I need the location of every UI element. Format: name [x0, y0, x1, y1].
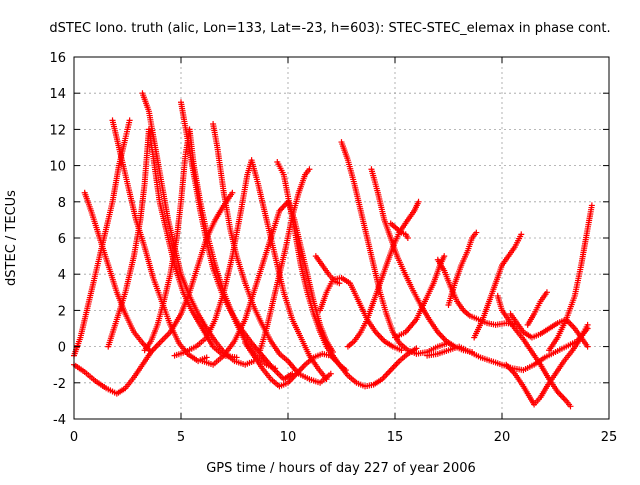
- data-point: [584, 343, 591, 350]
- data-point: [584, 321, 591, 328]
- series-sat-u: [392, 253, 448, 341]
- x-axis-label: GPS time / hours of day 227 of year 2006: [206, 461, 476, 476]
- y-tick-label: 12: [49, 123, 66, 138]
- data-point: [473, 229, 480, 236]
- data-point: [323, 376, 330, 383]
- data-point: [413, 345, 420, 352]
- series-sat-d: [109, 117, 210, 365]
- x-tick-label: 5: [177, 430, 185, 445]
- series-sat-ad: [546, 202, 595, 354]
- y-tick-label: 6: [58, 232, 66, 247]
- data-point: [543, 289, 550, 296]
- series-sat-w: [445, 229, 480, 308]
- series-sat-m: [242, 339, 420, 390]
- data-point: [588, 202, 595, 209]
- y-axis-label: dSTEC / TECUs: [4, 190, 19, 286]
- data-point: [306, 166, 313, 173]
- data-point: [398, 347, 405, 354]
- x-tick-label: 15: [387, 430, 404, 445]
- y-tick-label: 4: [58, 268, 66, 283]
- series-sat-q: [338, 139, 452, 357]
- data-point: [203, 354, 210, 361]
- series-sat-e: [105, 126, 240, 361]
- y-tick-label: 0: [58, 341, 66, 356]
- y-tick-label: 2: [58, 304, 66, 319]
- series-sat-o: [312, 253, 343, 287]
- y-tick-label: -2: [53, 377, 66, 392]
- series-sat-ab: [507, 311, 591, 350]
- series-sat-p: [317, 274, 405, 354]
- data-point: [415, 198, 422, 205]
- x-tick-label: 0: [70, 430, 78, 445]
- x-tick-label: 10: [280, 430, 297, 445]
- series-sat-n: [274, 158, 349, 374]
- data-point: [441, 253, 448, 260]
- data-point: [229, 189, 236, 196]
- y-tick-label: 14: [49, 87, 66, 102]
- y-tick-label: 16: [49, 51, 66, 66]
- x-tick-label: 25: [601, 430, 618, 445]
- y-tick-label: 8: [58, 196, 66, 211]
- data-point: [567, 403, 574, 410]
- series-sat-aa: [503, 321, 591, 408]
- series-sat-y: [471, 231, 525, 341]
- series-sat-ac: [524, 289, 550, 328]
- y-tick-label: 10: [49, 160, 66, 175]
- data-point: [342, 367, 349, 374]
- y-tick-label: -4: [53, 413, 66, 428]
- x-tick-label: 20: [494, 430, 511, 445]
- data-point: [327, 370, 334, 377]
- data-point: [404, 235, 411, 241]
- chart-title: dSTEC Iono. truth (alic, Lon=133, Lat=-2…: [49, 21, 610, 36]
- series-layer: [71, 90, 595, 410]
- data-point: [126, 117, 133, 124]
- series-sat-t: [387, 220, 411, 241]
- tick-layer: 0 5 10 15 20 25 -4 -2 0 2 4 6 8 10 12 14 16: [49, 51, 617, 445]
- data-point: [518, 231, 525, 238]
- series-sat-r: [344, 198, 422, 350]
- series-sat-l: [257, 166, 313, 354]
